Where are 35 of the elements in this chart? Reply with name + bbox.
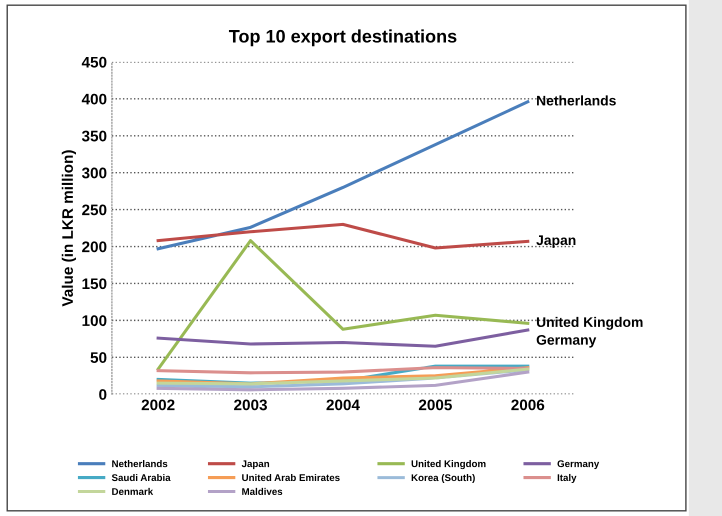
legend-label: Japan: [242, 460, 270, 470]
y-tick-label: 100: [82, 315, 106, 326]
y-tick-label: 400: [82, 94, 106, 105]
y-tick-label: 350: [82, 130, 106, 142]
annotation: Netherlands: [537, 95, 616, 106]
y-axis-title: Value (in LKR million): [62, 150, 76, 306]
y-tick-label: 250: [82, 204, 106, 216]
chart-title: Top 10 export destinations: [228, 29, 456, 46]
x-tick-label: 2005: [418, 399, 452, 410]
legend-label: Saudi Arabia: [112, 474, 171, 482]
y-tick-label: 0: [99, 389, 106, 400]
annotation: United Kingdom: [536, 316, 642, 330]
legend-label: Korea (South): [412, 474, 475, 484]
x-tick-label: 2004: [326, 399, 360, 410]
y-tick-label: 200: [82, 241, 106, 252]
y-tick-label: 150: [82, 278, 106, 290]
x-tick-label: 2003: [234, 399, 267, 410]
legend-label: Netherlands: [112, 460, 168, 468]
y-tick-label: 300: [82, 168, 106, 178]
legend-label: Maldives: [242, 488, 282, 496]
y-tick-label: 450: [82, 56, 106, 68]
legend-label: Denmark: [112, 488, 154, 496]
legend-label: United Arab Emirates: [242, 474, 340, 482]
y-tick-label: 50: [90, 352, 106, 363]
annotation: Japan: [536, 235, 576, 248]
line-series: [156, 239, 530, 371]
annotation: Germany: [536, 334, 596, 348]
x-tick-label: 2002: [142, 399, 174, 410]
legend-label: United Kingdom: [412, 460, 486, 470]
legend-label: Italy: [558, 474, 576, 484]
line-series: [156, 100, 530, 250]
legend-label: Germany: [557, 460, 600, 470]
line-series: [156, 328, 530, 348]
line-series: [156, 222, 530, 250]
x-tick-label: 2006: [511, 399, 544, 410]
